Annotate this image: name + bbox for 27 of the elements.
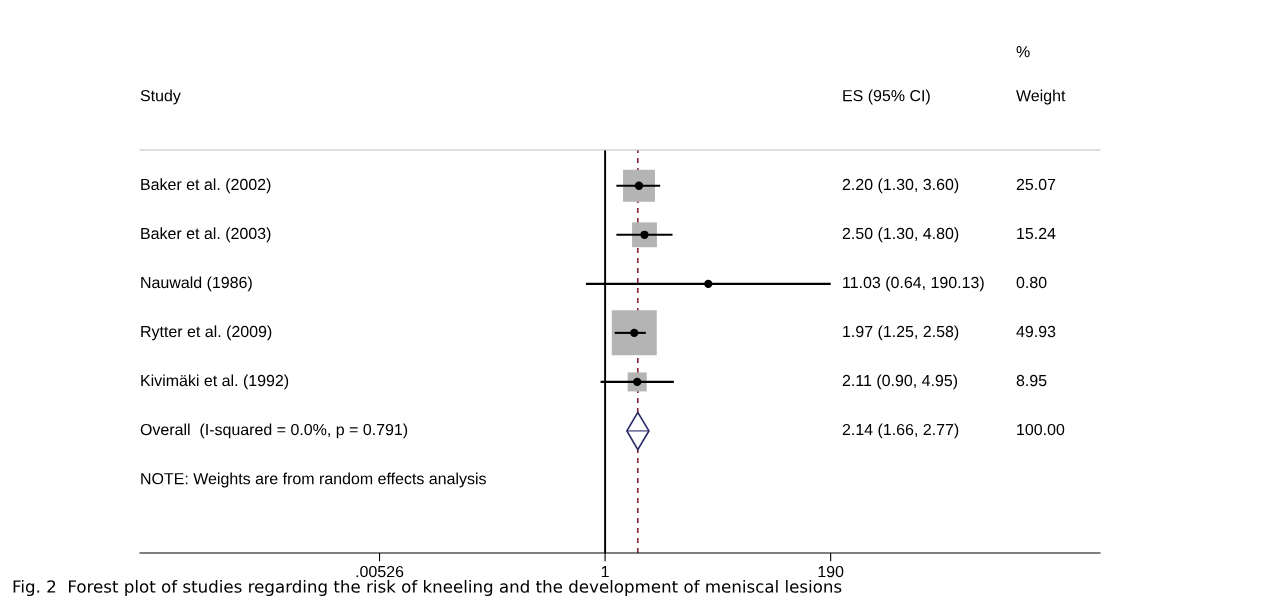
annotation: NOTE: Weights are from random effects analysis [141, 472, 486, 488]
annotation: 2.14 (1.66, 2.77) [842, 423, 959, 439]
annotation: 100.00 [1017, 423, 1065, 436]
caption: Fig. 2 Forest plot of studies regarding the risk of kneeling and the development of meniscal lesions [13, 579, 842, 597]
y-tick-label: Rytter et al. (2009) [141, 325, 272, 341]
x-tick-label: 1 [601, 566, 609, 578]
y-tick-label: Baker et al. (2003) [141, 227, 271, 243]
y-tick-label: Nauwald (1986) [141, 276, 252, 292]
x-tick-label: 190 [818, 565, 844, 578]
text: ES (95% CI) [843, 89, 930, 105]
annotation: 15.24 [1017, 227, 1056, 240]
x-tick-label: .00526 [356, 565, 404, 578]
y-tick-label: Baker et al. (2002) [141, 178, 271, 194]
annotation: 25.07 [1016, 178, 1056, 191]
y-tick-label: Kivimäki et al. (1992) [141, 374, 289, 390]
annotation: 0.80 [1016, 276, 1047, 289]
annotation: 8.95 [1016, 374, 1047, 387]
annotation: 2.11 (0.90, 4.95) [842, 374, 958, 390]
annotation: 11.03 (0.64, 190.13) [843, 276, 984, 292]
text: Study [140, 89, 181, 105]
annotation: 49.93 [1016, 325, 1056, 338]
y-tick-label: Overall (I-squared = 0.0%, p = 0.791) [140, 423, 408, 439]
text: Weight [1016, 89, 1066, 105]
text: % [1016, 46, 1030, 58]
annotation: 1.97 (1.25, 2.58) [843, 325, 959, 341]
annotation: 2.20 (1.30, 3.60) [842, 178, 959, 194]
annotation: 2.50 (1.30, 4.80) [842, 227, 959, 243]
